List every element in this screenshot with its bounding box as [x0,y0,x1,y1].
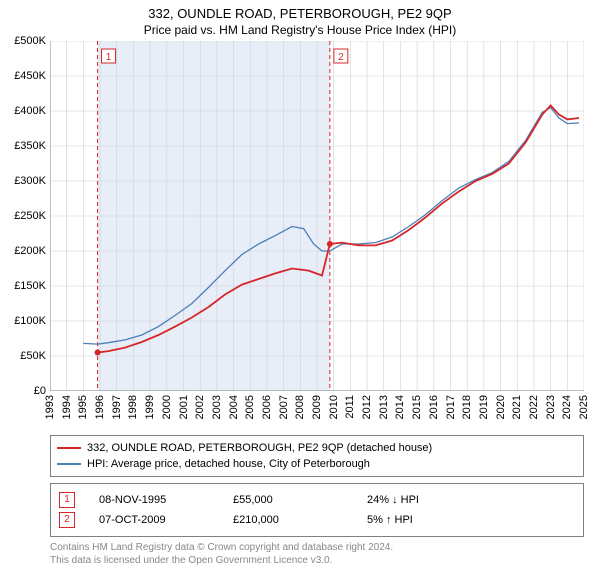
y-tick-label: £500K [14,35,46,47]
y-axis: £0£50K£100K£150K£200K£250K£300K£350K£400… [0,41,48,391]
attribution-line: Contains HM Land Registry data © Crown c… [50,541,584,554]
x-tick-label: 2023 [545,395,557,419]
x-tick-label: 2008 [294,395,306,419]
x-tick-label: 2021 [511,395,523,419]
x-tick-label: 1994 [61,395,73,419]
sale-dot [327,241,333,247]
x-tick-label: 1996 [94,395,106,419]
x-tick-label: 2003 [211,395,223,419]
x-tick-label: 2017 [445,395,457,419]
marker-date: 07-OCT-2009 [99,510,209,530]
x-tick-label: 1998 [127,395,139,419]
x-tick-label: 2001 [178,395,190,419]
y-tick-label: £400K [14,105,46,117]
x-tick-label: 2006 [261,395,273,419]
marker-number-box: 1 [59,492,75,508]
marker-number-box: 2 [59,512,75,528]
x-tick-label: 2025 [578,395,590,419]
legend-label: 332, OUNDLE ROAD, PETERBOROUGH, PE2 9QP … [87,440,432,456]
legend-swatch [57,447,81,449]
x-tick-label: 2011 [344,395,356,419]
x-tick-label: 2010 [328,395,340,419]
chart-plot: 12 [50,41,584,391]
legend-swatch [57,463,81,465]
chart-title: 332, OUNDLE ROAD, PETERBOROUGH, PE2 9QP [0,0,600,21]
marker-label: 2 [338,52,344,63]
y-tick-label: £350K [14,140,46,152]
y-tick-label: £250K [14,210,46,222]
x-tick-label: 2002 [194,395,206,419]
legend-item: HPI: Average price, detached house, City… [57,456,577,472]
x-tick-label: 2014 [394,395,406,419]
legend: 332, OUNDLE ROAD, PETERBOROUGH, PE2 9QP … [50,435,584,477]
legend-label: HPI: Average price, detached house, City… [87,456,370,472]
marker-delta: 5% ↑ HPI [367,510,477,530]
sale-dot [95,350,101,356]
marker-price: £210,000 [233,510,343,530]
x-tick-label: 2022 [528,395,540,419]
marker-delta: 24% ↓ HPI [367,490,477,510]
x-tick-label: 2024 [561,395,573,419]
x-tick-label: 2018 [461,395,473,419]
x-tick-label: 1997 [111,395,123,419]
sale-markers-table: 1 08-NOV-1995 £55,000 24% ↓ HPI 2 07-OCT-2009… [50,483,584,537]
x-tick-label: 2007 [278,395,290,419]
legend-item: 332, OUNDLE ROAD, PETERBOROUGH, PE2 9QP … [57,440,577,456]
attribution-line: This data is licensed under the Open Gov… [50,554,584,567]
marker-label: 1 [106,52,112,63]
marker-price: £55,000 [233,490,343,510]
x-tick-label: 2000 [161,395,173,419]
y-tick-label: £450K [14,70,46,82]
x-tick-label: 2012 [361,395,373,419]
marker-date: 08-NOV-1995 [99,490,209,510]
chart-subtitle: Price paid vs. HM Land Registry's House … [0,21,600,41]
y-tick-label: £50K [20,350,46,362]
x-tick-label: 1993 [44,395,56,419]
marker-table-row: 2 07-OCT-2009 £210,000 5% ↑ HPI [59,510,575,530]
x-tick-label: 2016 [428,395,440,419]
x-tick-label: 1999 [144,395,156,419]
marker-table-row: 1 08-NOV-1995 £55,000 24% ↓ HPI [59,490,575,510]
x-tick-label: 2004 [228,395,240,419]
x-tick-label: 1995 [77,395,89,419]
chart-container: 332, OUNDLE ROAD, PETERBOROUGH, PE2 9QP … [0,0,600,560]
x-tick-label: 2020 [495,395,507,419]
x-tick-label: 2009 [311,395,323,419]
x-tick-label: 2015 [411,395,423,419]
y-tick-label: £200K [14,245,46,257]
x-tick-label: 2005 [244,395,256,419]
x-axis: 1993199419951996199719981999200020012002… [50,391,584,431]
chart-area: £0£50K£100K£150K£200K£250K£300K£350K£400… [50,41,584,391]
attribution: Contains HM Land Registry data © Crown c… [50,541,584,567]
y-tick-label: £300K [14,175,46,187]
x-tick-label: 2013 [378,395,390,419]
x-tick-label: 2019 [478,395,490,419]
y-tick-label: £100K [14,315,46,327]
y-tick-label: £150K [14,280,46,292]
